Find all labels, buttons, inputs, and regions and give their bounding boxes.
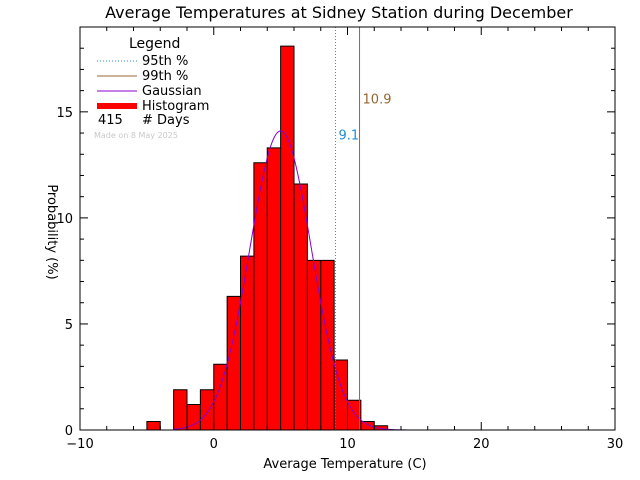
y-tick-label: 10: [56, 212, 73, 227]
legend-entry-label: 99th %: [142, 69, 188, 84]
x-axis-label: Average Temperature (C): [263, 457, 426, 472]
histogram-bar: [227, 296, 241, 430]
x-tick-label: 10: [339, 437, 356, 452]
legend-swatch-histogram: [97, 103, 137, 109]
y-axis-label: Probability (%): [44, 184, 59, 279]
legend-entry-label: Histogram: [142, 99, 209, 114]
histogram-bar: [360, 421, 375, 430]
percentile-99-label: 10.9: [363, 92, 392, 107]
legend: Legend 415 # Days Made on 8 May 2025 95t…: [94, 36, 209, 140]
histogram-bar: [146, 421, 161, 430]
histogram-bar: [173, 389, 187, 430]
histogram-bar: [213, 364, 228, 430]
histogram-bar: [200, 389, 214, 430]
chart-title: Average Temperatures at Sidney Station d…: [105, 3, 573, 22]
y-tick-label: 0: [65, 424, 73, 439]
legend-title: Legend: [129, 36, 180, 52]
x-tick-label: 0: [210, 437, 218, 452]
histogram-bar: [240, 256, 254, 430]
legend-entry-label: 95th %: [142, 54, 188, 69]
y-tick-label: 15: [56, 106, 73, 121]
legend-entry-label: Gaussian: [142, 84, 202, 99]
legend-count-label: # Days: [142, 113, 190, 128]
histogram-bar: [374, 425, 388, 430]
histogram-bar: [320, 260, 335, 430]
histogram-outline: [146, 45, 389, 431]
histogram-bar: [280, 46, 294, 430]
histogram-bar: [253, 162, 268, 430]
x-tick-label: 30: [607, 437, 624, 452]
made-on-note: Made on 8 May 2025: [94, 131, 178, 140]
histogram-bar: [334, 360, 348, 430]
histogram-bar: [187, 404, 201, 430]
histogram-bar: [294, 183, 308, 430]
histogram-bar: [307, 260, 321, 430]
y-tick-label: 5: [65, 318, 73, 333]
legend-count-value: 415: [98, 113, 123, 128]
percentile-95-label: 9.1: [338, 128, 359, 143]
x-tick-label: −10: [66, 437, 93, 452]
x-tick-label: 20: [473, 437, 490, 452]
histogram-bar: [267, 147, 281, 430]
